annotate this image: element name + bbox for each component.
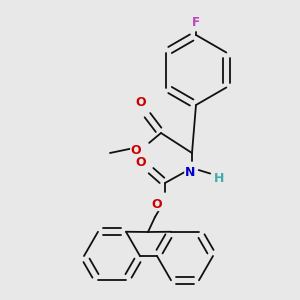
Text: O: O [152, 197, 162, 211]
Text: F: F [192, 16, 200, 29]
Text: N: N [185, 167, 195, 179]
Text: O: O [136, 97, 146, 110]
Text: O: O [131, 143, 141, 157]
Text: H: H [214, 172, 224, 184]
Text: O: O [136, 155, 146, 169]
